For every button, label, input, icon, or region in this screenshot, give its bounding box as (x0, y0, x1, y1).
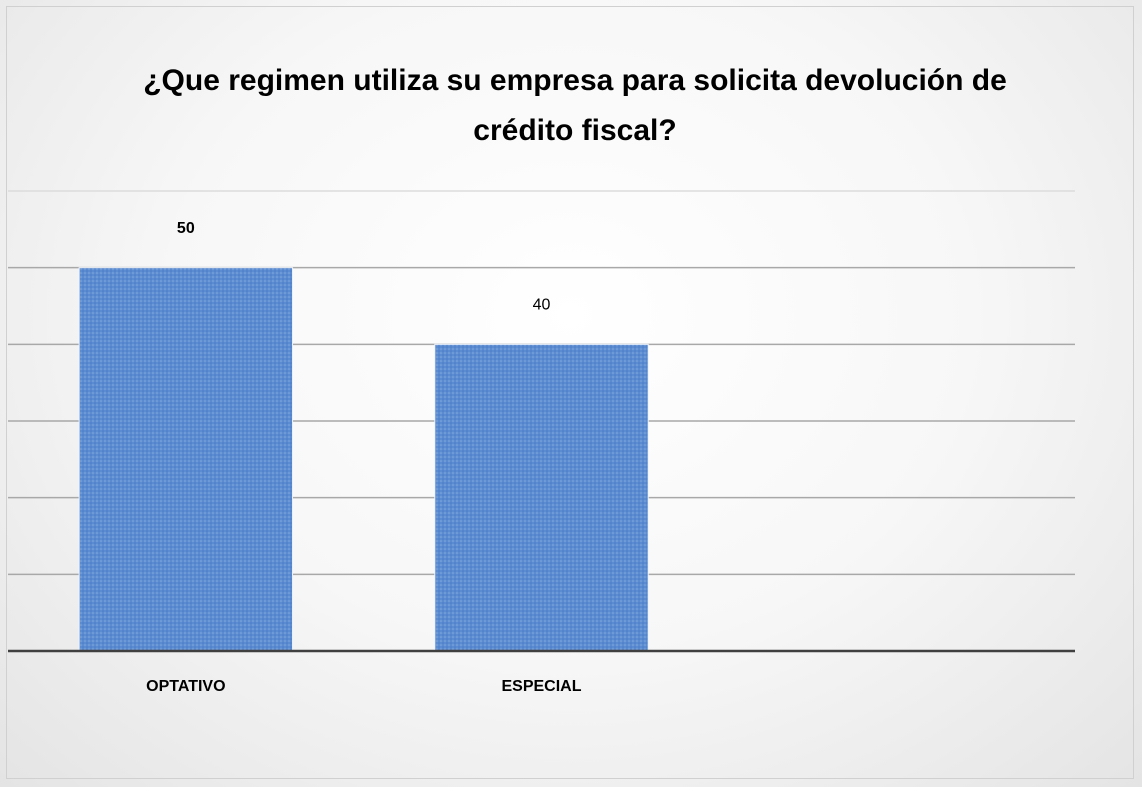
chart-title: ¿Que regimen utiliza su empresa para sol… (143, 64, 1007, 147)
x-tick-label: ESPECIAL (501, 678, 581, 695)
chart-border (6, 6, 1134, 779)
bar (78, 267, 294, 652)
data-label: 40 (533, 297, 551, 314)
data-label: 50 (177, 220, 195, 237)
x-tick-label: OPTATIVO (146, 678, 225, 695)
bar (434, 343, 649, 652)
